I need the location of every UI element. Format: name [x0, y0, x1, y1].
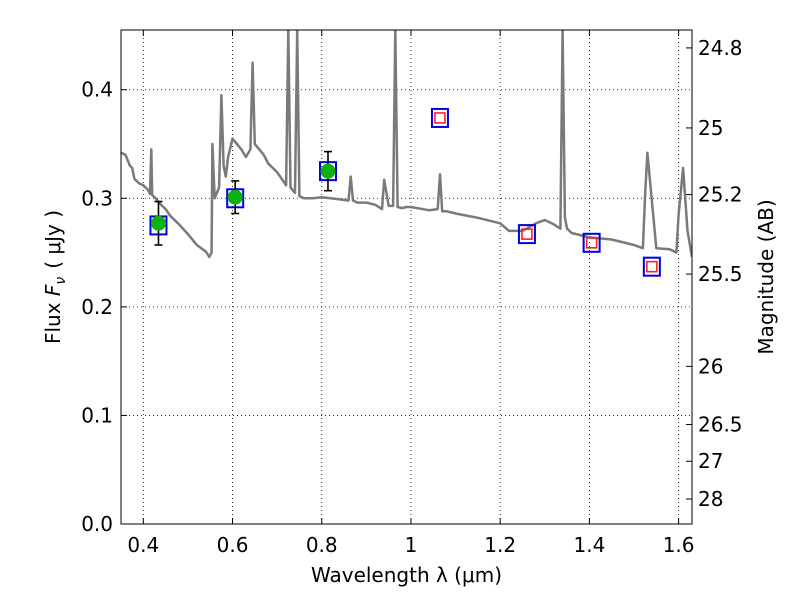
x-tick-label: 0.8 [306, 533, 338, 557]
x-tick-label: 1.6 [663, 533, 695, 557]
y2-tick-label: 26.5 [698, 413, 743, 437]
model-inner-square [585, 237, 598, 249]
model-square [582, 232, 601, 253]
y2-tick-label: 26 [698, 354, 723, 378]
y-tick-label: 0.3 [81, 186, 113, 210]
sed-template-line [121, 30, 692, 259]
y-axis-label-subscript: ν [53, 277, 69, 285]
model-square [517, 224, 536, 245]
y-tick-label: 0.0 [81, 512, 113, 536]
y2-tick-label: 27 [698, 449, 723, 473]
y-axis-label-unit: ( μJy ) [41, 210, 65, 269]
y-axis-label-symbol: F [41, 284, 65, 296]
x-tick-label: 1.4 [573, 533, 605, 557]
model-square [642, 256, 661, 277]
y2-tick-label: 24.8 [698, 36, 743, 60]
plot-area [121, 30, 692, 277]
observed-point [150, 215, 166, 231]
y-axis-label-prefix: Flux [41, 296, 65, 344]
y-tick-label: 0.4 [81, 78, 113, 102]
x-tick-label: 1.2 [484, 533, 516, 557]
x-tick-label: 0.6 [217, 533, 249, 557]
y2-tick-label: 25.5 [698, 262, 743, 286]
y2-tick-label: 28 [698, 487, 723, 511]
x-axis-label: Wavelength λ (μm) [311, 563, 502, 587]
x-tick-label: 0.4 [127, 533, 159, 557]
y2-axis-label: Magnitude (AB) [754, 199, 778, 354]
axes-frame [120, 29, 693, 525]
model-inner-square [434, 112, 446, 124]
model-square [430, 107, 449, 128]
ticks: 0.4 0.6 0.8 1 1.2 1.4 1.6 0.0 0.1 0.2 0.3 0.4 24.8 25… [81, 30, 743, 557]
x-tick-label: 1 [405, 533, 418, 557]
y2-tick-label: 25 [698, 116, 723, 140]
y2-tick-label: 25.2 [698, 183, 743, 207]
y-tick-label: 0.2 [81, 295, 113, 319]
model-inner-square [646, 260, 658, 273]
y-tick-label: 0.1 [81, 403, 113, 427]
observed-point [227, 189, 243, 205]
model-inner-square [521, 228, 533, 240]
y-axis-label: Flux Fν ( μJy ) [41, 210, 69, 344]
observed-point [320, 163, 336, 179]
